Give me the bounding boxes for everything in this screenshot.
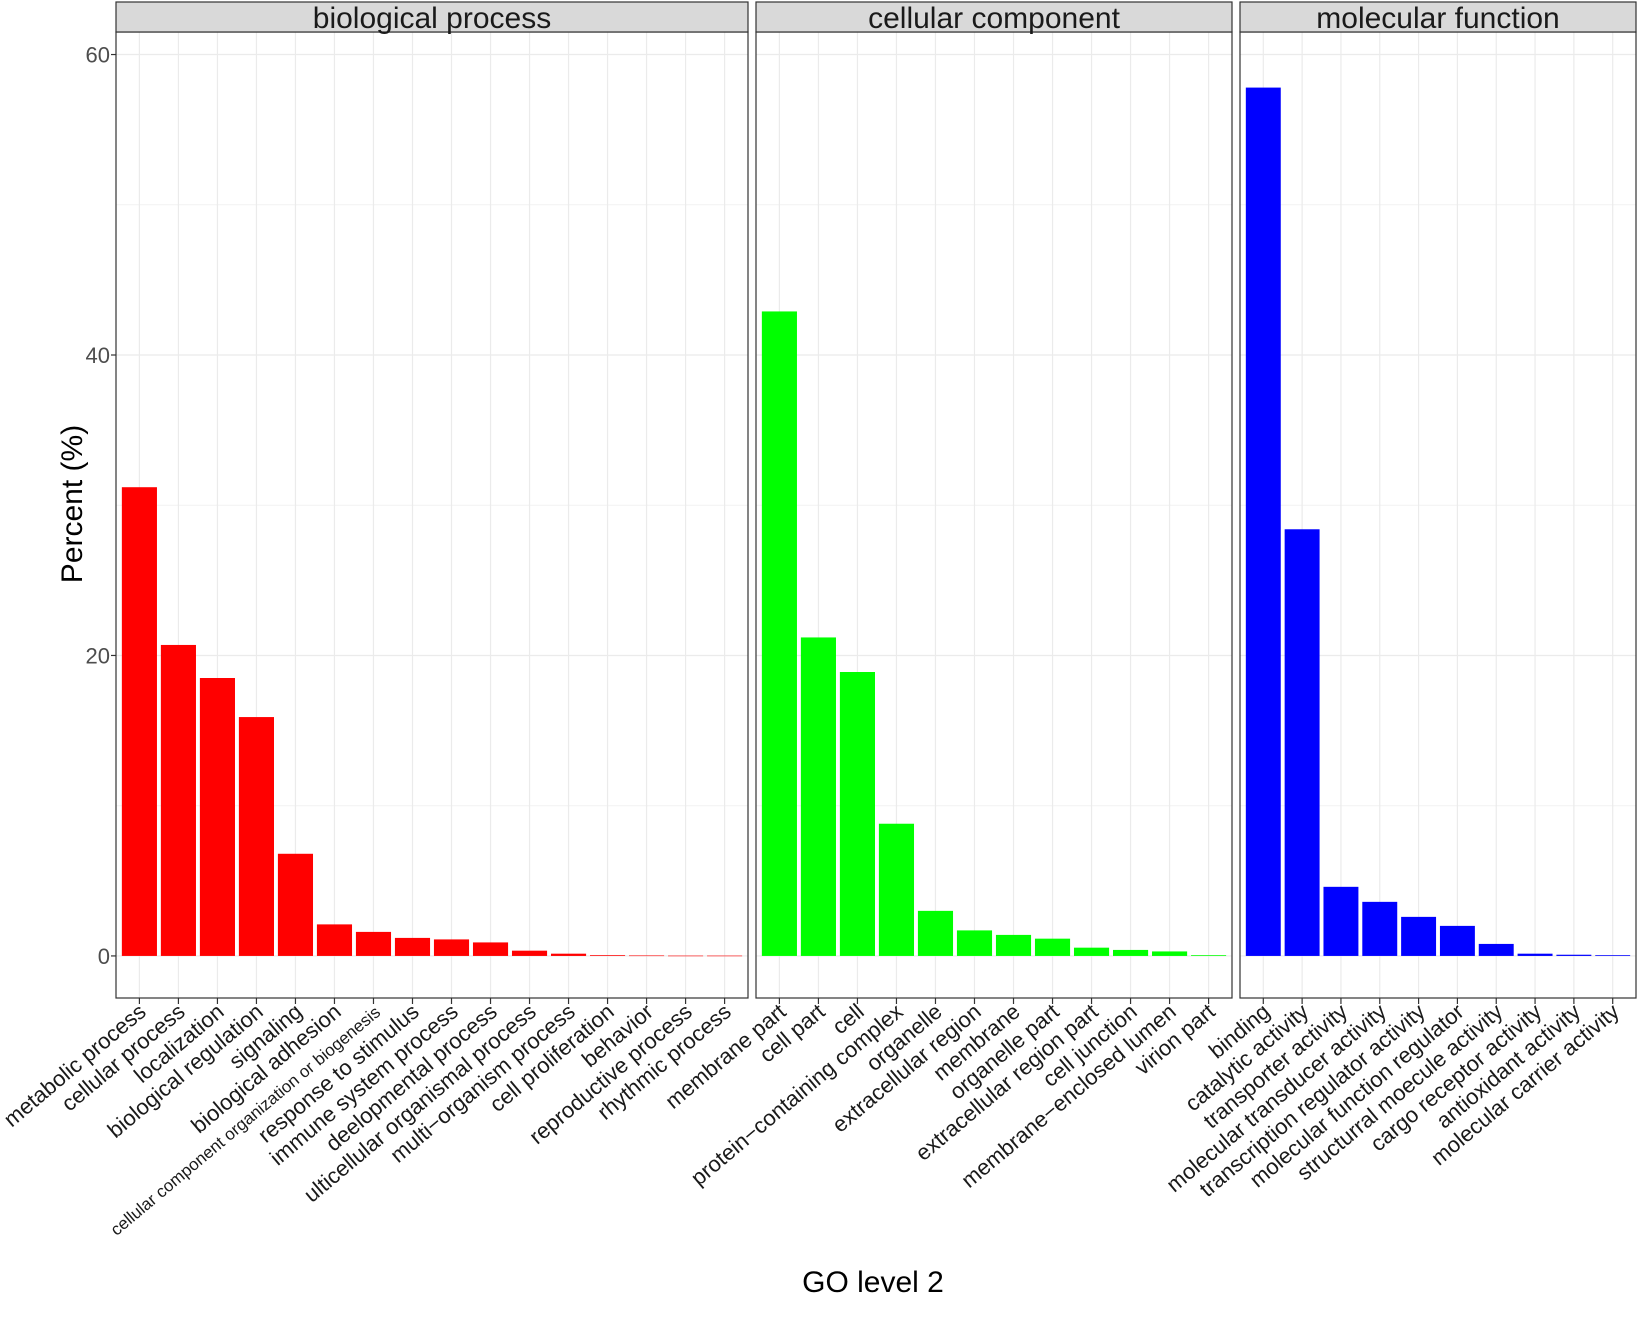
facet-strip-label: biological process	[313, 2, 551, 35]
bar	[1073, 947, 1110, 956]
bar	[238, 717, 274, 956]
bar	[800, 637, 836, 956]
bar	[277, 853, 314, 956]
bar	[878, 823, 915, 956]
bar	[1401, 916, 1437, 956]
bar	[1517, 953, 1553, 956]
bar	[1323, 886, 1359, 956]
bar	[1034, 938, 1071, 956]
facet-strip-label: molecular function	[1316, 2, 1559, 35]
bar	[1191, 955, 1227, 956]
bar	[511, 950, 548, 956]
bar	[1439, 925, 1475, 956]
bar	[355, 931, 392, 956]
bar	[1595, 955, 1631, 956]
bar	[707, 955, 743, 957]
bar	[550, 953, 587, 956]
y-tick-label: 40	[86, 343, 110, 368]
bar	[1113, 949, 1149, 956]
bar	[956, 930, 993, 956]
bar	[1556, 954, 1592, 956]
y-tick-label: 0	[98, 944, 110, 969]
facet-strip	[755, 1, 1233, 33]
y-axis-title: Percent (%)	[56, 425, 89, 583]
bar	[1478, 943, 1514, 956]
facet-strip	[115, 1, 749, 33]
x-axis-title: GO level 2	[802, 1266, 944, 1299]
bar	[121, 487, 157, 956]
bar	[394, 937, 431, 956]
bar	[316, 924, 353, 956]
y-tick-label: 20	[86, 643, 110, 668]
bar	[472, 942, 509, 956]
bar	[433, 939, 470, 956]
facet-strip	[1239, 1, 1637, 33]
bar	[917, 910, 954, 956]
bar	[1245, 87, 1281, 956]
bar	[199, 678, 235, 956]
y-tick-label: 60	[86, 43, 110, 68]
bar	[1152, 951, 1188, 956]
bar	[761, 311, 797, 956]
bar	[1362, 901, 1398, 956]
bar	[629, 955, 665, 957]
bar	[668, 955, 704, 957]
bar	[590, 955, 626, 956]
facet-strip-label: cellular component	[868, 2, 1120, 35]
bar	[160, 644, 196, 956]
bar	[1284, 529, 1320, 956]
bar	[839, 671, 875, 956]
bar	[995, 934, 1032, 956]
